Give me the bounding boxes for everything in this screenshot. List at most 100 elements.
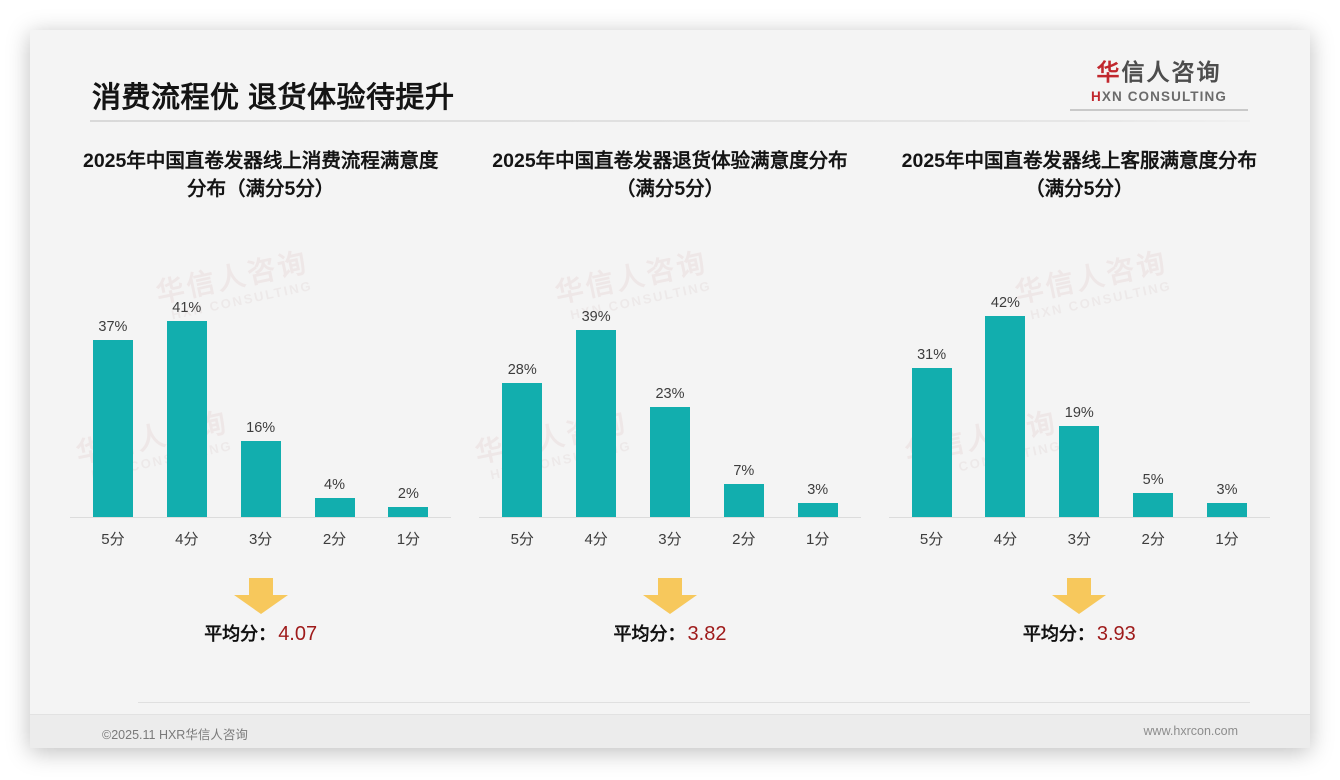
chart-panel-2: 2025年中国直卷发器退货体验满意度分布（满分5分） 华信人咨询 HXN CON…	[465, 148, 874, 668]
chart-panel-3: 2025年中国直卷发器线上客服满意度分布（满分5分） 华信人咨询 HXN CON…	[875, 148, 1284, 668]
x-tick-label: 5分	[510, 531, 534, 548]
bar-item: 3%	[781, 268, 855, 518]
logo-cn-first-char: 华	[1096, 59, 1122, 85]
down-arrow-icon	[642, 578, 697, 614]
logo-underline	[1070, 108, 1248, 111]
bar-item: 28%	[485, 268, 559, 518]
x-tick-label: 2分	[1141, 531, 1165, 548]
average-annotation-2: 平均分： 3.82	[465, 578, 874, 646]
bar-value-label: 19%	[1064, 405, 1094, 421]
bar	[911, 368, 952, 518]
bar	[649, 407, 690, 518]
plot-area-3: 31% 42% 19% 5%	[883, 268, 1276, 548]
average-value: 4.07	[278, 623, 318, 645]
x-tick-label: 5分	[919, 531, 944, 548]
plot-area-2: 28% 39% 23% 7%	[473, 268, 866, 548]
bar-value-label: 37%	[98, 319, 128, 335]
bar-item: 42%	[969, 268, 1043, 518]
bar	[502, 383, 543, 518]
bar-item: 39%	[559, 268, 633, 518]
x-tick-label: 1分	[1215, 531, 1239, 548]
x-axis-ticks-2: 5分 4分 3分 2分 1分	[485, 528, 854, 549]
bar-group-1: 37% 41% 16% 4%	[76, 268, 445, 518]
average-score-text-2: 平均分： 3.82	[465, 620, 874, 646]
bar-item: 7%	[707, 268, 781, 518]
x-tick-label: 3分	[1067, 531, 1091, 548]
bar-value-label: 39%	[581, 309, 611, 325]
average-value: 3.82	[687, 623, 727, 645]
x-tick-label: 1分	[396, 531, 421, 548]
x-tick-label: 4分	[175, 531, 199, 548]
bar-value-label: 23%	[655, 386, 685, 402]
chart-title-1: 2025年中国直卷发器线上消费流程满意度分布（满分5分）	[82, 150, 439, 200]
average-value: 3.93	[1096, 623, 1136, 645]
company-logo: 华信人咨询 HXN CONSULTING	[1070, 58, 1248, 111]
x-axis-ticks-1: 5分 4分 3分 2分 1分	[76, 528, 445, 549]
copyright-text: ©2025.11 HXR华信人咨询	[102, 728, 248, 742]
x-axis-line	[70, 517, 452, 518]
average-annotation-3: 平均分： 3.93	[875, 578, 1284, 646]
website-url[interactable]: www.hxrcon.com	[1143, 724, 1238, 738]
slide-canvas: 消费流程优 退货体验待提升 华信人咨询 HXN CONSULTING 2025年…	[30, 30, 1310, 748]
logo-en-rest: XN CONSULTING	[1101, 88, 1227, 104]
bar	[1059, 426, 1100, 518]
x-axis-line	[479, 517, 861, 518]
bar	[314, 498, 355, 518]
bar	[576, 330, 617, 518]
bar-value-label: 28%	[507, 362, 537, 378]
bar	[985, 316, 1026, 518]
bar-item: 37%	[76, 268, 150, 518]
bar	[240, 441, 281, 518]
x-tick-label: 5分	[101, 531, 125, 548]
bar-item: 16%	[224, 268, 298, 518]
logo-en-first-char: H	[1091, 88, 1102, 104]
footnote-divider	[138, 702, 1250, 703]
bar-item: 23%	[633, 268, 707, 518]
header-divider	[90, 120, 1250, 122]
x-tick-label: 2分	[322, 531, 347, 548]
x-tick-label: 3分	[658, 531, 682, 548]
x-tick-label: 3分	[248, 531, 273, 548]
average-label: 平均分：	[1022, 624, 1095, 644]
bar-value-label: 41%	[172, 300, 202, 316]
average-label: 平均分：	[204, 624, 277, 644]
bar	[1207, 503, 1248, 518]
logo-cn-rest: 信人咨询	[1121, 59, 1222, 85]
chart-title-2: 2025年中国直卷发器退货体验满意度分布（满分5分）	[492, 150, 848, 200]
down-arrow-icon	[1052, 578, 1107, 614]
bar-item: 31%	[895, 268, 969, 518]
bar	[388, 507, 429, 518]
average-score-text-3: 平均分： 3.93	[875, 620, 1284, 646]
down-arrow-icon	[233, 578, 288, 614]
charts-row: 2025年中国直卷发器线上消费流程满意度分布（满分5分） 华信人咨询 HXN C…	[56, 148, 1284, 668]
bar-item: 4%	[298, 268, 372, 518]
x-tick-label: 4分	[993, 531, 1018, 548]
chart-title-3: 2025年中国直卷发器线上客服满意度分布（满分5分）	[901, 150, 1258, 200]
bar-group-3: 31% 42% 19% 5%	[895, 268, 1264, 518]
x-axis-ticks-3: 5分 4分 3分 2分 1分	[895, 528, 1264, 549]
x-tick-label: 2分	[732, 531, 756, 548]
bar	[92, 340, 133, 518]
x-tick-label: 1分	[806, 531, 830, 548]
average-score-text-1: 平均分： 4.07	[56, 620, 465, 646]
bar-value-label: 5%	[1142, 472, 1164, 488]
bar-value-label: 31%	[917, 347, 947, 363]
bar-value-label: 3%	[807, 482, 829, 498]
bar-group-2: 28% 39% 23% 7%	[485, 268, 854, 518]
bar	[723, 484, 764, 518]
bar-value-label: 4%	[324, 477, 345, 493]
bar-item: 5%	[1116, 268, 1190, 518]
bar-item: 3%	[1190, 268, 1264, 518]
page-title: 消费流程优 退货体验待提升	[92, 82, 455, 114]
average-label: 平均分：	[613, 624, 686, 644]
bar-value-label: 16%	[246, 420, 276, 436]
bar-value-label: 2%	[397, 486, 419, 502]
bar-item: 41%	[150, 268, 224, 518]
plot-area-1: 37% 41% 16% 4%	[64, 268, 457, 548]
average-annotation-1: 平均分： 4.07	[56, 578, 465, 646]
bar-value-label: 7%	[733, 463, 755, 479]
bar	[166, 321, 207, 518]
slide-footer: ©2025.11 HXR华信人咨询 www.hxrcon.com	[30, 714, 1310, 748]
x-tick-label: 4分	[584, 531, 608, 548]
bar-item: 19%	[1042, 268, 1116, 518]
